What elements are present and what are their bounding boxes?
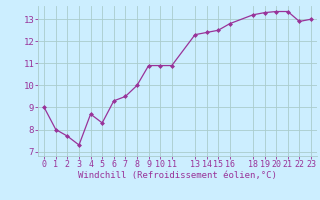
X-axis label: Windchill (Refroidissement éolien,°C): Windchill (Refroidissement éolien,°C) bbox=[78, 171, 277, 180]
